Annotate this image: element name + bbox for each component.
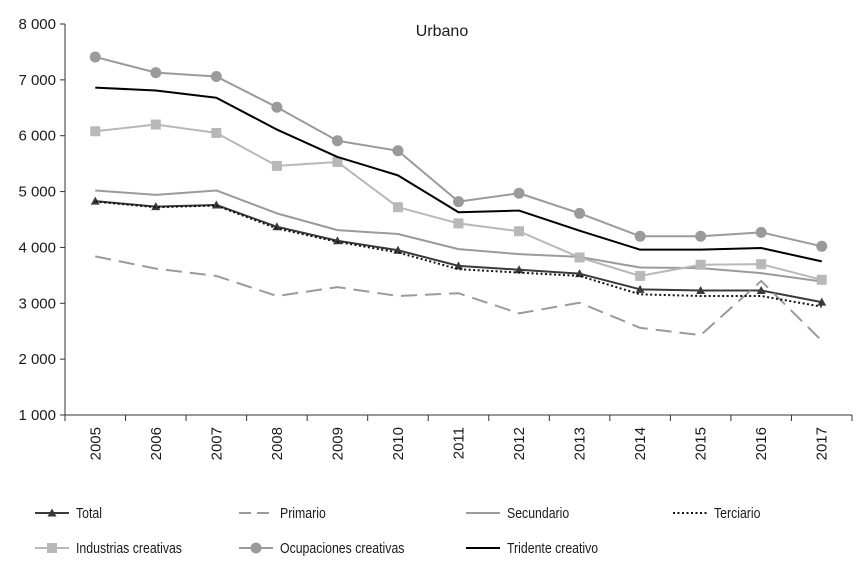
series-industrias-creativas bbox=[90, 119, 827, 285]
data-point bbox=[514, 226, 525, 237]
legend-marker bbox=[250, 542, 262, 554]
legend: Total Primario Secundario Terciario Industri… bbox=[0, 490, 866, 564]
legend-swatch bbox=[239, 542, 273, 554]
data-point bbox=[513, 187, 525, 199]
data-point bbox=[756, 259, 767, 270]
y-tick-label: 6 000 bbox=[18, 128, 56, 145]
x-tick-label: 2009 bbox=[329, 427, 346, 460]
legend-item-industrias-creativas: Industrias creativas bbox=[34, 536, 205, 560]
x-tick-label: 2010 bbox=[390, 427, 407, 460]
y-tick-label: 2 000 bbox=[18, 351, 56, 368]
legend-item-primario: Primario bbox=[238, 501, 336, 525]
legend-label: Terciario bbox=[714, 504, 761, 522]
data-point bbox=[271, 101, 283, 113]
data-point bbox=[272, 222, 282, 231]
y-tick-label: 5 000 bbox=[18, 184, 56, 201]
series-tridente-creativo bbox=[95, 86, 822, 263]
data-point bbox=[696, 285, 706, 294]
x-tick-label: 2013 bbox=[572, 427, 589, 460]
data-point bbox=[514, 265, 524, 274]
series-terciario bbox=[95, 200, 822, 308]
legend-label: Tridente creativo bbox=[507, 539, 599, 557]
series-primario bbox=[95, 255, 823, 342]
legend-swatch bbox=[466, 547, 500, 549]
series-line bbox=[95, 255, 823, 342]
legend-item-tridente-creativo: Tridente creativo bbox=[465, 536, 618, 560]
data-point bbox=[695, 230, 707, 242]
y-tick-label: 4 000 bbox=[18, 239, 56, 256]
legend-item-ocupaciones-creativas: Ocupaciones creativas bbox=[238, 536, 432, 560]
series-line bbox=[95, 200, 822, 304]
series-line bbox=[95, 55, 822, 248]
series-ocupaciones-creativas bbox=[89, 51, 828, 252]
legend-item-secundario: Secundario bbox=[465, 501, 583, 525]
legend-label: Total bbox=[76, 504, 102, 522]
x-axis: 2005 2006 2007 2008 2009 2010 2011 2012 2013 2014… bbox=[64, 414, 853, 460]
legend-label: Secundario bbox=[507, 504, 570, 522]
data-point bbox=[635, 270, 646, 281]
data-point bbox=[331, 135, 343, 147]
data-point bbox=[817, 297, 827, 306]
legend-swatch bbox=[35, 543, 69, 553]
x-tick-label: 2015 bbox=[693, 427, 710, 460]
data-point bbox=[454, 261, 463, 270]
y-axis: 1 000 2 000 3 000 4 000 5 000 6 000 7 000 8 000 bbox=[18, 16, 66, 424]
legend-label: Industrias creativas bbox=[76, 539, 182, 557]
legend-item-terciario: Terciario bbox=[672, 501, 771, 525]
data-point bbox=[574, 207, 586, 219]
data-point bbox=[210, 71, 222, 83]
data-point bbox=[392, 202, 403, 213]
x-tick-label: 2008 bbox=[269, 427, 286, 460]
data-point bbox=[453, 218, 464, 229]
legend-label: Ocupaciones creativas bbox=[280, 539, 405, 557]
data-point bbox=[756, 285, 766, 294]
data-point bbox=[90, 196, 100, 205]
chart-title: Urbano bbox=[416, 23, 469, 40]
x-tick-label: 2011 bbox=[451, 427, 468, 459]
data-point bbox=[574, 252, 585, 263]
data-point bbox=[150, 119, 161, 130]
data-point bbox=[453, 196, 464, 208]
data-point bbox=[816, 274, 827, 285]
y-tick-label: 8 000 bbox=[18, 16, 56, 33]
series-group bbox=[89, 51, 828, 342]
data-point bbox=[755, 226, 767, 238]
data-point bbox=[392, 145, 404, 157]
data-point bbox=[635, 284, 645, 293]
data-point bbox=[150, 67, 162, 79]
data-point bbox=[211, 200, 221, 209]
x-tick-label: 2005 bbox=[87, 427, 104, 460]
legend-item-total: Total bbox=[34, 501, 108, 525]
y-tick-label: 7 000 bbox=[18, 72, 56, 89]
data-point bbox=[695, 259, 706, 270]
x-tick-label: 2012 bbox=[511, 427, 528, 460]
series-line bbox=[95, 200, 822, 308]
data-point bbox=[816, 240, 828, 252]
series-line bbox=[95, 86, 822, 263]
legend-swatch bbox=[466, 512, 500, 514]
y-tick-label: 1 000 bbox=[18, 407, 56, 424]
data-point bbox=[151, 202, 161, 211]
data-point bbox=[211, 127, 222, 138]
y-tick-label: 3 000 bbox=[18, 295, 56, 312]
legend-swatch bbox=[239, 512, 273, 514]
data-point bbox=[271, 160, 282, 171]
data-point bbox=[634, 230, 646, 242]
x-tick-label: 2016 bbox=[753, 427, 770, 460]
legend-swatch bbox=[35, 508, 69, 517]
x-tick-label: 2007 bbox=[208, 427, 225, 460]
x-tick-label: 2006 bbox=[148, 427, 165, 460]
data-point bbox=[332, 156, 343, 167]
legend-swatch bbox=[673, 512, 707, 514]
data-point bbox=[332, 236, 342, 245]
x-tick-label: 2014 bbox=[632, 427, 649, 460]
legend-label: Primario bbox=[280, 504, 326, 522]
data-point bbox=[89, 51, 101, 63]
x-tick-label: 2017 bbox=[814, 427, 831, 460]
legend-marker bbox=[47, 508, 57, 517]
legend-marker bbox=[47, 543, 57, 553]
data-point bbox=[90, 126, 101, 137]
